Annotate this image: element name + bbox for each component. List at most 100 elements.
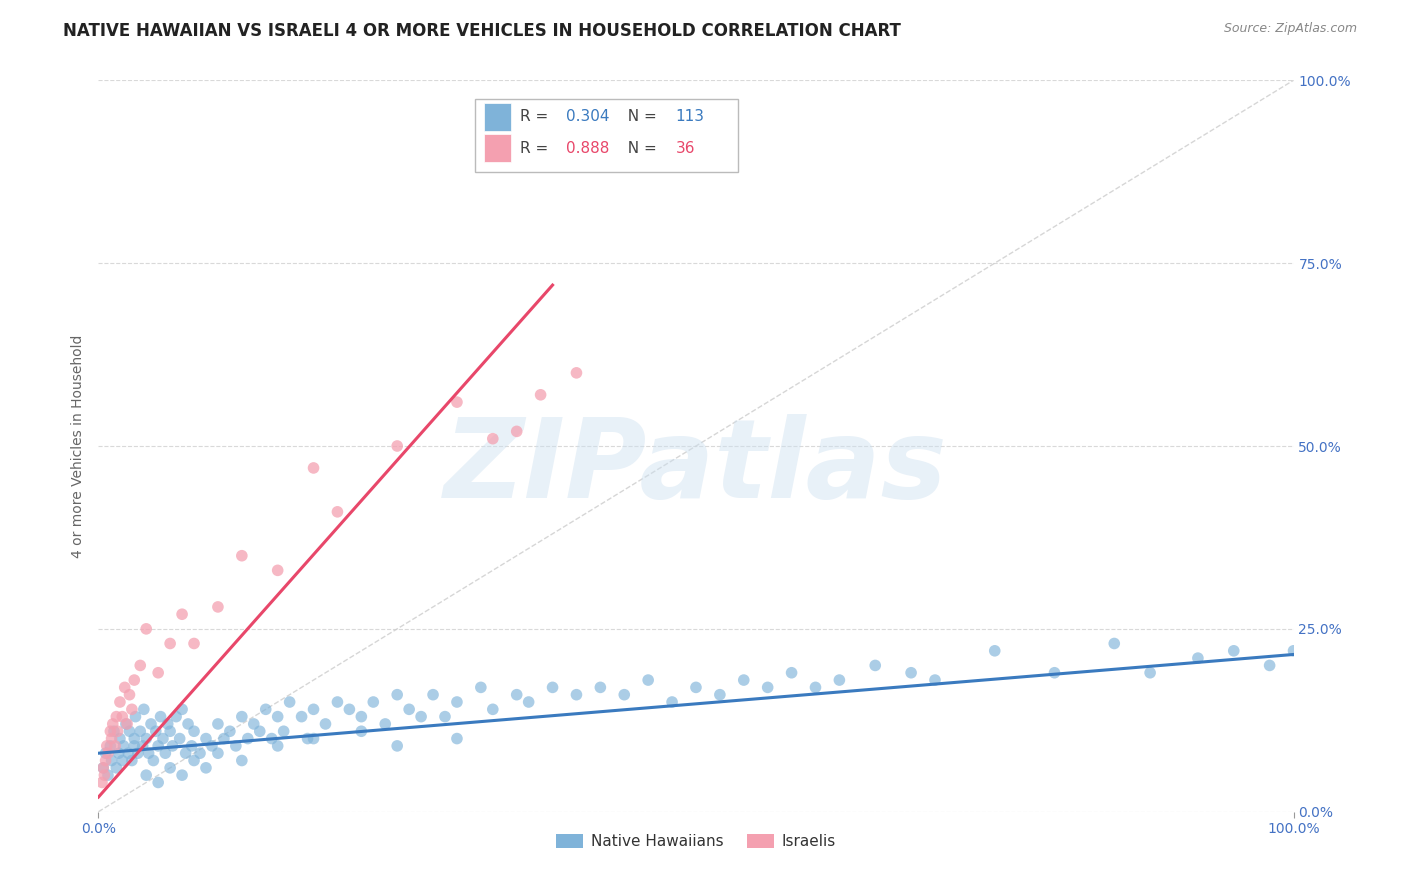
Point xyxy=(101,717,124,731)
Point xyxy=(482,432,505,446)
Point xyxy=(108,695,131,709)
Y-axis label: 4 or more Vehicles in Household: 4 or more Vehicles in Household xyxy=(72,334,86,558)
Point xyxy=(111,709,134,723)
Bar xyxy=(475,99,738,171)
Point xyxy=(350,709,373,723)
Point xyxy=(183,636,205,650)
Point xyxy=(96,739,118,753)
Point xyxy=(159,636,181,650)
Point xyxy=(195,761,218,775)
Point xyxy=(129,724,152,739)
Point xyxy=(1223,644,1246,658)
Point xyxy=(115,717,138,731)
Point xyxy=(541,681,564,695)
Point xyxy=(1258,658,1281,673)
Point xyxy=(326,505,349,519)
Point xyxy=(446,731,468,746)
Point xyxy=(107,724,129,739)
Point xyxy=(804,681,827,695)
Point xyxy=(129,658,152,673)
Point xyxy=(385,439,409,453)
Text: Source: ZipAtlas.com: Source: ZipAtlas.com xyxy=(1223,22,1357,36)
Point xyxy=(350,724,373,739)
Point xyxy=(124,709,146,723)
Point xyxy=(302,731,325,746)
Point xyxy=(91,761,114,775)
Point xyxy=(124,739,146,753)
Point xyxy=(112,739,135,753)
Point xyxy=(188,746,211,760)
Point xyxy=(131,739,153,753)
Point xyxy=(207,717,229,731)
Point xyxy=(180,739,202,753)
Point xyxy=(207,746,229,760)
Point xyxy=(103,724,125,739)
Point xyxy=(91,775,114,789)
Text: 36: 36 xyxy=(676,141,695,156)
Point xyxy=(105,761,128,775)
Point xyxy=(984,644,1007,658)
Point xyxy=(108,731,131,746)
Point xyxy=(1104,636,1126,650)
Point xyxy=(225,739,247,753)
Point xyxy=(172,607,194,622)
Point xyxy=(139,717,162,731)
Point xyxy=(398,702,420,716)
Point xyxy=(385,739,409,753)
Point xyxy=(589,681,612,695)
Point xyxy=(236,731,259,746)
Point xyxy=(219,724,242,739)
Point xyxy=(231,549,253,563)
Point xyxy=(207,599,229,614)
Point xyxy=(121,702,143,716)
Point xyxy=(685,681,707,695)
Point xyxy=(94,746,117,760)
Point xyxy=(135,731,157,746)
Point xyxy=(107,746,129,760)
Point xyxy=(302,702,325,716)
Point xyxy=(517,695,540,709)
Text: 0.888: 0.888 xyxy=(565,141,609,156)
Point xyxy=(201,739,224,753)
Point xyxy=(637,673,659,687)
Point xyxy=(118,688,141,702)
Point xyxy=(260,731,283,746)
Point xyxy=(132,702,155,716)
Text: 113: 113 xyxy=(676,110,704,124)
Point xyxy=(162,739,184,753)
Legend: Native Hawaiians, Israelis: Native Hawaiians, Israelis xyxy=(550,828,842,855)
Point xyxy=(506,688,529,702)
Point xyxy=(339,702,361,716)
Text: N =: N = xyxy=(619,110,662,124)
Point xyxy=(183,754,205,768)
Point xyxy=(385,688,409,702)
Point xyxy=(117,746,139,760)
Point xyxy=(756,681,779,695)
Text: R =: R = xyxy=(520,141,554,156)
Point xyxy=(302,461,325,475)
Point xyxy=(104,739,127,753)
Point xyxy=(780,665,803,680)
Point xyxy=(135,768,157,782)
Point xyxy=(661,695,683,709)
Text: ZIPatlas: ZIPatlas xyxy=(444,415,948,522)
Point xyxy=(231,709,253,723)
Point xyxy=(267,709,290,723)
Point xyxy=(1139,665,1161,680)
Point xyxy=(434,709,457,723)
Point xyxy=(145,724,167,739)
Point xyxy=(267,563,290,577)
Point xyxy=(446,395,468,409)
Point xyxy=(709,688,731,702)
Point xyxy=(900,665,922,680)
Point xyxy=(148,665,170,680)
Point xyxy=(155,746,177,760)
Point xyxy=(94,754,117,768)
Point xyxy=(159,724,181,739)
Point xyxy=(114,681,136,695)
Point xyxy=(1043,665,1066,680)
Point xyxy=(291,709,314,723)
Point xyxy=(411,709,433,723)
Point xyxy=(135,622,157,636)
Point xyxy=(156,717,179,731)
